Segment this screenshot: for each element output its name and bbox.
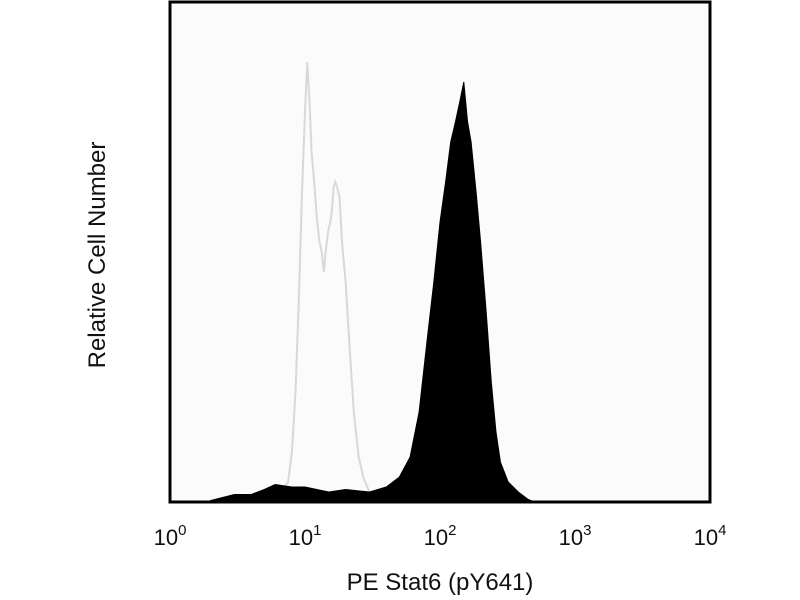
x-tick-label: 101 — [289, 522, 322, 550]
y-axis-title: Relative Cell Number — [84, 142, 111, 369]
x-tick-label: 100 — [154, 522, 187, 550]
x-tick-label: 104 — [694, 522, 727, 550]
stained-histogram — [210, 81, 535, 503]
control-histogram — [257, 61, 387, 503]
plot-frame — [168, 0, 712, 504]
x-axis-title: PE Stat6 (pY641) — [347, 569, 534, 596]
series-layer — [210, 61, 535, 503]
x-tick-label: 102 — [424, 522, 457, 550]
x-tick-labels: 100 101 102 103 104 — [154, 522, 727, 550]
x-tick-label: 103 — [559, 522, 592, 550]
